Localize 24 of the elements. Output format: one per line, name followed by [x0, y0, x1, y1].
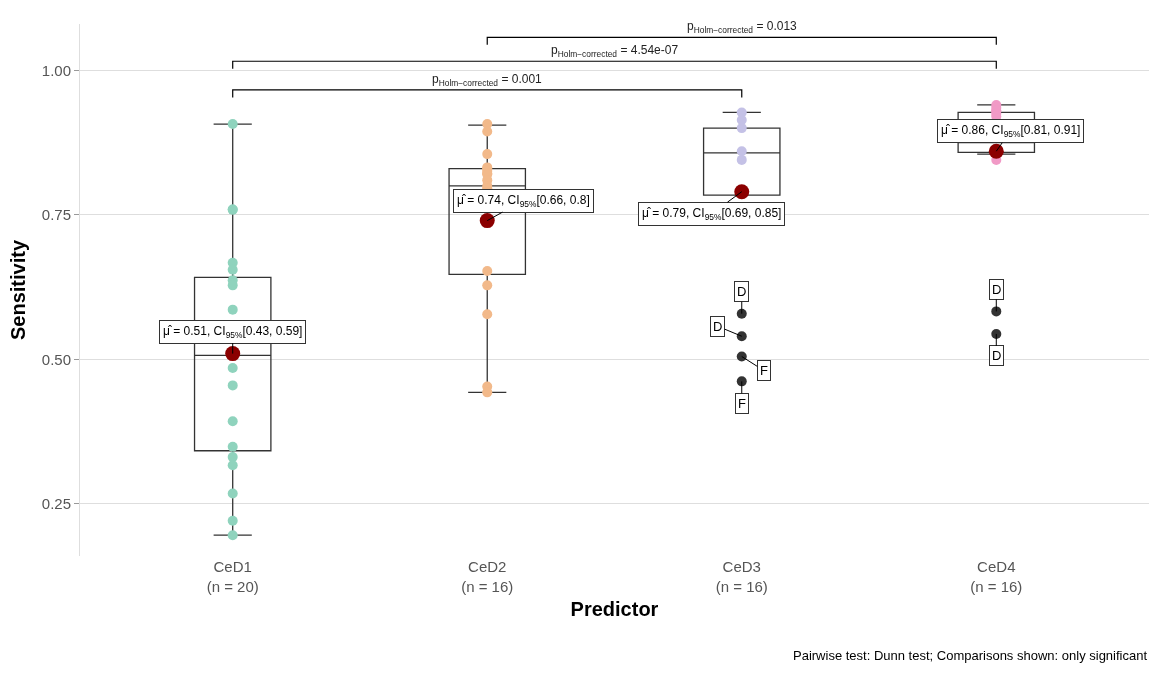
annotation: μ̂ = 0.51, CI$_{95%}$[0.43, 0.59] — [163, 324, 303, 340]
y-tick-label: 1.00 — [41, 61, 71, 79]
annotation: D — [992, 348, 1002, 363]
annotation: D — [992, 282, 1002, 297]
text: Pairwise test: Dunn test; Comparisons shown: only significant — [793, 648, 1148, 663]
annotation: D — [737, 284, 747, 299]
annotation: p$_{Holm−corrected}$ = 0.001 — [432, 72, 543, 88]
x-tick-label: CeD4 (n = 16) — [970, 558, 1023, 595]
y-tick-label: 0.75 — [41, 206, 71, 224]
annotation: F — [760, 363, 768, 378]
annotation: D — [713, 319, 723, 334]
x-tick-label: CeD1 (n = 20) — [206, 558, 259, 595]
x-axis-title: Predictor — [570, 598, 659, 620]
y-tick-label: 0.50 — [41, 350, 71, 368]
annotation: F — [738, 396, 746, 411]
annotation: μ̂ = 0.79, CI$_{95%}$[0.69, 0.85] — [642, 206, 782, 222]
y-axis-title: Sensitivity — [7, 239, 30, 341]
annotation: μ̂ = 0.86, CI$_{95%}$[0.81, 0.91] — [941, 123, 1081, 139]
annotation: p$_{Holm−corrected}$ = 0.013 — [687, 19, 798, 35]
x-tick-label: CeD2 (n = 16) — [461, 558, 514, 595]
y-tick-label: 0.25 — [41, 495, 71, 513]
annotation: μ̂ = 0.74, CI$_{95%}$[0.66, 0.8] — [457, 193, 590, 209]
x-tick-label: CeD3 (n = 16) — [715, 558, 768, 595]
annotation: p$_{Holm−corrected}$ = 4.54e-07 — [551, 43, 679, 59]
